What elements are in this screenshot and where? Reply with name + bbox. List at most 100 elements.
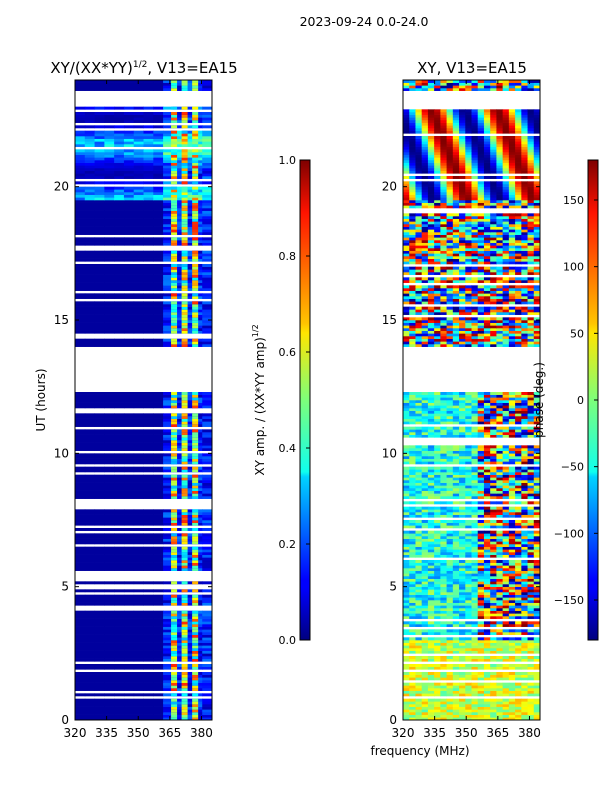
phase-cell: [428, 659, 435, 662]
amplitude-cell: [104, 619, 114, 622]
rfi-channel-cell: [182, 557, 188, 560]
rfi-channel-cell: [171, 677, 177, 680]
amplitude-cell: [202, 459, 212, 462]
amplitude-cell: [124, 328, 134, 331]
amplitude-cell: [114, 664, 124, 667]
amplitude-cell: [134, 397, 144, 400]
phase-cell: [496, 709, 503, 712]
amplitude-cell: [134, 304, 144, 307]
phase-cell: [403, 512, 410, 515]
amplitude-cell: [114, 536, 124, 539]
rfi-channel-cell: [182, 555, 188, 558]
amplitude-cell: [134, 523, 144, 526]
phase-cell: [490, 539, 497, 542]
phase-cell: [459, 603, 466, 606]
amplitude-cell: [153, 307, 163, 310]
amplitude-cell: [153, 125, 163, 128]
phase-cell: [503, 568, 510, 571]
amplitude-cell: [134, 651, 144, 654]
phase-cell: [528, 659, 535, 662]
amplitude-cell: [114, 283, 124, 286]
rfi-channel-cell: [171, 392, 177, 395]
amplitude-cell: [124, 621, 134, 624]
phase-cell: [503, 469, 510, 472]
amplitude-cell: [134, 637, 144, 640]
phase-cell: [484, 651, 491, 654]
amplitude-cell: [153, 603, 163, 606]
amplitude-cell: [134, 541, 144, 544]
amplitude-cell: [85, 533, 95, 536]
amplitude-cell: [202, 699, 212, 702]
rfi-channel-cell: [192, 317, 198, 320]
rfi-channel-cell: [171, 325, 177, 328]
amplitude-cell: [85, 275, 95, 278]
amplitude-cell: [85, 461, 95, 464]
amplitude-cell: [104, 467, 114, 470]
amplitude-cell: [104, 240, 114, 243]
rfi-channel-cell: [182, 659, 188, 662]
phase-cell: [484, 675, 491, 678]
amplitude-cell: [85, 136, 95, 139]
amplitude-cell: [104, 301, 114, 304]
phase-cell: [496, 536, 503, 539]
phase-cell: [422, 712, 429, 715]
amplitude-cell: [144, 272, 154, 275]
rfi-channel-cell: [192, 603, 198, 606]
amplitude-cell: [144, 192, 154, 195]
phase-cell: [496, 595, 503, 598]
rfi-channel-cell: [182, 715, 188, 718]
amplitude-cell: [95, 395, 105, 398]
phase-cell: [434, 576, 441, 579]
rfi-channel-cell: [171, 317, 177, 320]
phase-cell: [515, 699, 522, 702]
amplitude-cell: [134, 664, 144, 667]
amplitude-cell: [124, 309, 134, 312]
amplitude-cell: [153, 272, 163, 275]
amplitude-cell: [85, 672, 95, 675]
phase-cell: [496, 701, 503, 704]
amplitude-cell: [114, 693, 124, 696]
rfi-channel-cell: [192, 181, 198, 184]
phase-cell: [409, 520, 416, 523]
phase-cell: [415, 515, 422, 518]
amplitude-cell: [85, 707, 95, 710]
phase-cell: [484, 472, 491, 475]
phase-cell: [403, 496, 410, 499]
amplitude-cell: [85, 645, 95, 648]
amplitude-cell: [104, 437, 114, 440]
rfi-channel-cell: [171, 339, 177, 342]
rfi-channel-cell: [192, 456, 198, 459]
amplitude-cell: [124, 197, 134, 200]
amplitude-cell: [202, 627, 212, 630]
amplitude-cell: [202, 203, 212, 206]
phase-cell: [453, 483, 460, 486]
rfi-channel-cell: [171, 405, 177, 408]
amplitude-cell: [202, 272, 212, 275]
phase-cell: [440, 632, 447, 635]
amplitude-cell: [85, 171, 95, 174]
amplitude-cell: [114, 491, 124, 494]
rfi-channel-cell: [171, 395, 177, 398]
phase-cell: [422, 645, 429, 648]
amplitude-cell: [153, 205, 163, 208]
phase-cell: [472, 605, 479, 608]
phase-cell: [459, 640, 466, 643]
phase-cell: [440, 571, 447, 574]
rfi-channel-cell: [171, 403, 177, 406]
rfi-channel-cell: [171, 480, 177, 483]
phase-cell: [465, 675, 472, 678]
amplitude-cell: [144, 88, 154, 91]
phase-cell: [422, 616, 429, 619]
phase-cell: [422, 552, 429, 555]
amplitude-cell: [202, 403, 212, 406]
amplitude-cell: [75, 272, 85, 275]
amplitude-cell: [114, 443, 124, 446]
rfi-channel-cell: [182, 275, 188, 278]
phase-cell: [534, 643, 541, 646]
amplitude-cell: [95, 421, 105, 424]
amplitude-cell: [104, 328, 114, 331]
amplitude-cell: [134, 520, 144, 523]
phase-cell: [490, 456, 497, 459]
phase-cell: [459, 467, 466, 470]
phase-cell: [534, 531, 541, 534]
